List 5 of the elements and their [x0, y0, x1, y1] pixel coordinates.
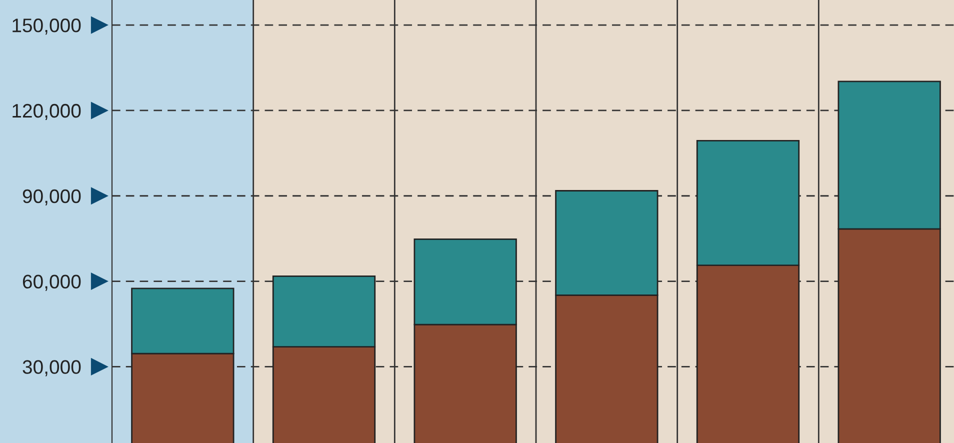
y-tick-label: 60,000 [22, 274, 81, 291]
y-tick-label: 30,000 [22, 360, 81, 376]
y-tick-label: 120,000 [12, 104, 81, 120]
y-tick-label: 150,000 [12, 18, 81, 35]
y-tick-label: 90,000 [22, 189, 81, 206]
